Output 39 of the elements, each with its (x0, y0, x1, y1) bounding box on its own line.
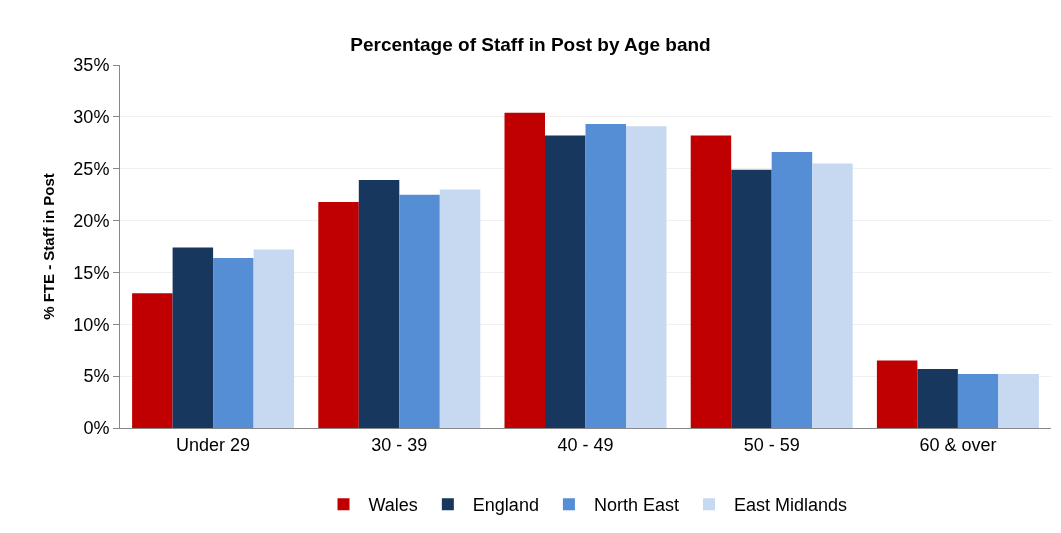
bar (545, 135, 586, 428)
bar (504, 112, 545, 428)
bar (690, 135, 732, 428)
y-tick-label: 30% (73, 107, 110, 128)
bar (876, 360, 918, 428)
chart-title: Percentage of Staff in Post by Age band (350, 33, 711, 55)
x-tick-label: 30 - 39 (371, 434, 428, 455)
x-tick-label: 40 - 49 (557, 434, 614, 455)
bar (957, 374, 999, 428)
y-tick-label: 5% (83, 366, 110, 387)
bar (318, 201, 359, 428)
bar (132, 293, 173, 428)
bar (399, 194, 440, 428)
y-tick-label: 25% (73, 159, 110, 180)
bar (998, 374, 1039, 428)
bar (253, 249, 295, 428)
bar (439, 189, 481, 428)
x-tick-label: Under 29 (176, 434, 251, 455)
y-axis-title: % FTE - Staff in Post (39, 173, 57, 320)
y-tick-label: 0% (83, 418, 110, 439)
bar (731, 169, 772, 428)
bar (812, 163, 853, 428)
bar (771, 152, 813, 428)
bar (585, 124, 626, 428)
bar (172, 247, 214, 428)
y-tick-label: 20% (73, 210, 110, 231)
bar (917, 368, 958, 428)
legend-label: North East (593, 495, 679, 516)
y-tick-label: 35% (73, 55, 110, 76)
legend-label: Wales (368, 495, 418, 516)
x-tick-label: 60 & over (919, 434, 997, 455)
y-tick-label: 10% (73, 314, 110, 335)
x-tick-label: 50 - 59 (743, 434, 800, 455)
y-tick-label: 15% (73, 262, 110, 283)
legend-label: England (472, 495, 539, 516)
bar (213, 257, 254, 428)
bar (626, 126, 667, 428)
legend-label: East Midlands (733, 495, 848, 516)
bar (358, 180, 400, 428)
